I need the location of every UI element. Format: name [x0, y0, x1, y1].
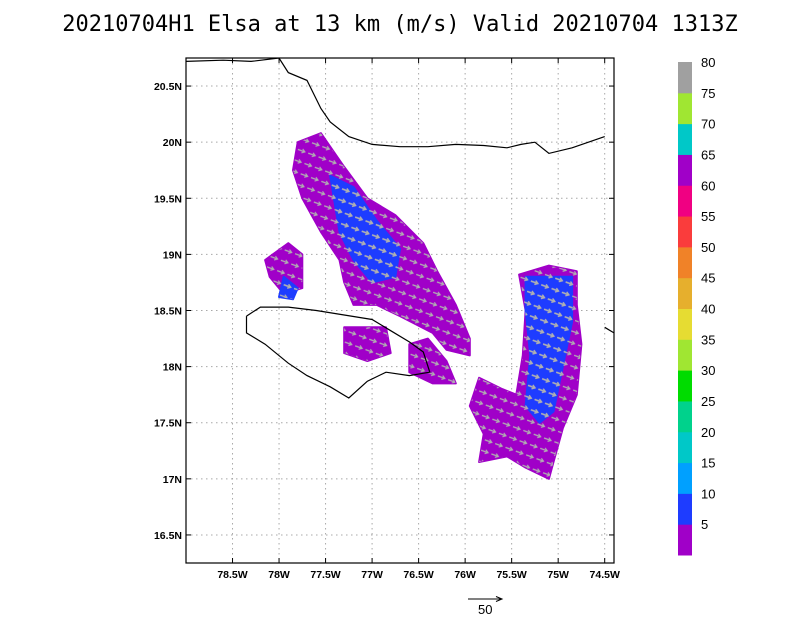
colorbar-swatch: [678, 431, 692, 464]
lon-tick-label: 78W: [268, 569, 290, 581]
colorbar-label: 75: [701, 86, 715, 101]
lat-tick-label: 20N: [163, 137, 182, 149]
colorbar-label: 60: [701, 178, 715, 193]
colorbar-label: 25: [701, 394, 715, 409]
colorbar-swatch: [678, 246, 692, 279]
colorbar-swatch: [678, 339, 692, 371]
colorbar-label: 10: [701, 486, 715, 501]
colorbar-label: 65: [701, 147, 715, 162]
lat-tick-label: 19.5N: [154, 193, 182, 205]
axis-ticks: 78.5W 78W 77.5W 77W 76.5W 76W 75.5W 75W 74.5W 20.…: [154, 58, 620, 581]
colorbar-swatch: [678, 123, 692, 155]
colorbar-label: 35: [701, 332, 715, 347]
lon-tick-label: 75.5W: [496, 569, 526, 581]
lon-tick-label: 76.5W: [403, 569, 433, 581]
colorbar-swatch: [678, 154, 692, 186]
lat-tick-label: 18.5N: [154, 306, 182, 318]
lon-tick-label: 77W: [361, 569, 383, 581]
colorbar: 5 10 15 20 25 30 35 40 45 50 55 60 65 70 75 80: [678, 55, 715, 556]
wind-vector-field: [525, 276, 573, 423]
lon-tick-label: 78.5W: [217, 569, 247, 581]
lon-tick-label: 76W: [454, 569, 476, 581]
lon-tick-label: 77.5W: [310, 569, 340, 581]
lat-tick-label: 17.5N: [154, 418, 182, 430]
colorbar-swatch: [678, 185, 692, 217]
vector-scale-label: 50: [478, 602, 492, 617]
map-title: 20210704H1 Elsa at 13 km (m/s) Valid 202…: [62, 12, 738, 37]
lat-tick-label: 18N: [163, 362, 182, 374]
colorbar-swatch: [678, 216, 692, 248]
colorbar-swatch: [678, 400, 692, 433]
coastline-jamaica: [245, 306, 431, 399]
lat-tick-label: 16.5N: [154, 530, 182, 542]
colorbar-label: 80: [701, 55, 715, 70]
lon-tick-label: 75W: [547, 569, 569, 581]
colorbar-swatch: [678, 62, 692, 94]
colorbar-swatch: [678, 462, 692, 494]
colorbar-label: 55: [701, 209, 715, 224]
colorbar-swatch: [678, 524, 692, 556]
coastline-cuba: [186, 58, 605, 155]
colorbar-label: 45: [701, 271, 715, 286]
coastline-haiti: [604, 326, 614, 334]
lat-lon-grid: [186, 58, 614, 563]
wind-vector-field: [279, 276, 298, 300]
colorbar-label: 70: [701, 117, 715, 132]
colorbar-label: 50: [701, 240, 715, 255]
colorbar-swatch: [678, 493, 692, 525]
coastlines: [186, 58, 614, 399]
lat-tick-label: 19N: [163, 249, 182, 261]
colorbar-swatch: [678, 308, 692, 340]
wind-vector-field: [330, 175, 400, 283]
wind-vector-field: [344, 327, 391, 361]
colorbar-swatch: [678, 277, 692, 309]
wind-vector-arrows: [265, 133, 582, 479]
colorbar-swatch: [678, 370, 692, 402]
colorbar-label: 30: [701, 363, 715, 378]
lon-tick-label: 74.5W: [590, 569, 620, 581]
lat-tick-label: 17N: [163, 474, 182, 486]
lat-tick-label: 20.5N: [154, 81, 182, 93]
colorbar-swatch: [678, 92, 692, 125]
colorbar-label: 15: [701, 456, 715, 471]
vector-scale-key: 50: [468, 596, 504, 617]
colorbar-label: 5: [701, 517, 708, 532]
colorbar-label: 40: [701, 302, 715, 317]
wind-vector-field: [265, 243, 303, 294]
colorbar-label: 20: [701, 425, 715, 440]
